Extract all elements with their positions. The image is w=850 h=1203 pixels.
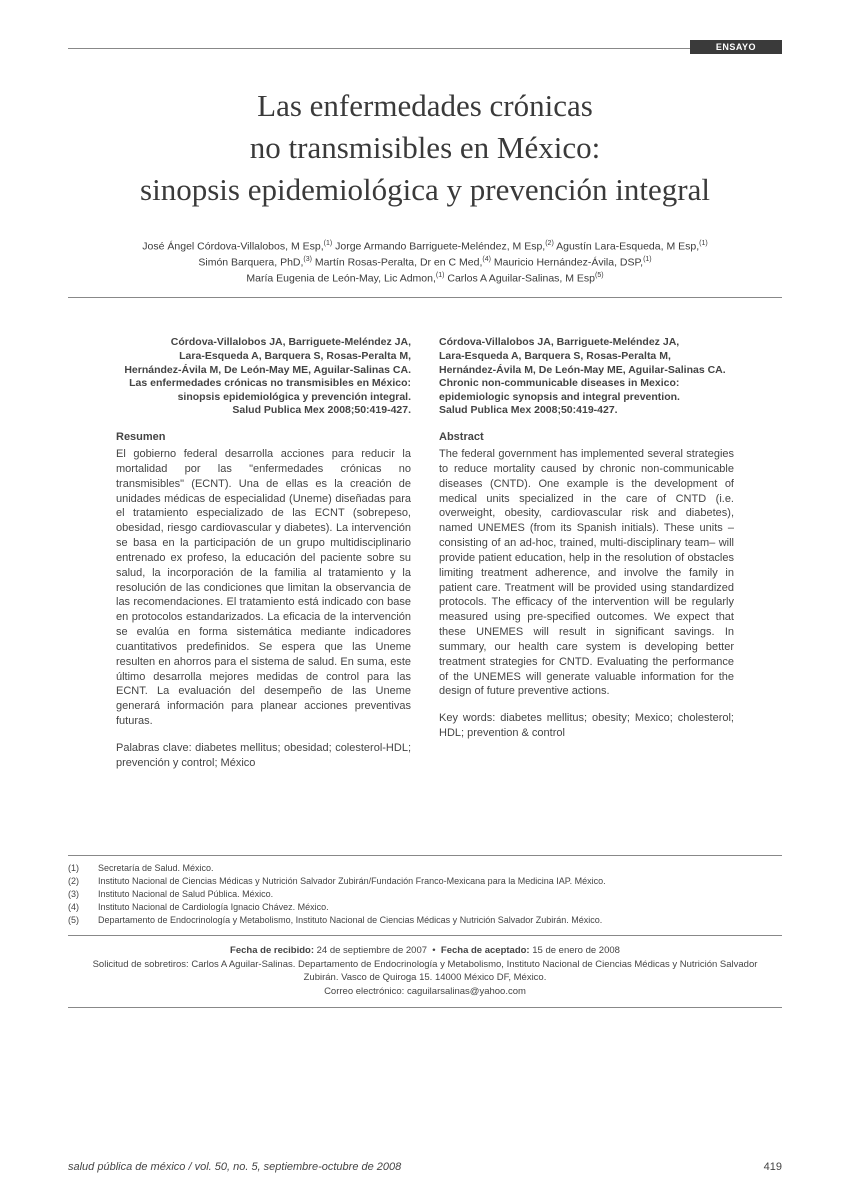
email-line: Correo electrónico: caguilarsalinas@yaho… <box>78 985 772 999</box>
affiliation-number: (3) <box>68 888 98 901</box>
abstract-columns: Córdova-Villalobos JA, Barriguete-Melénd… <box>116 336 734 770</box>
aceptado-value: 15 de enero de 2008 <box>532 945 620 956</box>
title-line-2: no transmisibles en México: <box>68 127 782 169</box>
authors-list: José Ángel Córdova-Villalobos, M Esp,(1)… <box>68 239 782 288</box>
abstract-column: Córdova-Villalobos JA, Barriguete-Melénd… <box>439 336 734 770</box>
affiliation-text: Departamento de Endocrinología y Metabol… <box>98 914 602 927</box>
affiliation-number: (4) <box>68 901 98 914</box>
dates-block: Fecha de recibido: 24 de septiembre de 2… <box>68 935 782 1008</box>
affiliation-text: Instituto Nacional de Cardiología Ignaci… <box>98 901 329 914</box>
affiliations-block: (1)Secretaría de Salud. México.(2)Instit… <box>68 855 782 927</box>
mid-rule <box>68 297 782 298</box>
category-badge: ENSAYO <box>690 40 782 54</box>
abstract-heading: Abstract <box>439 430 734 445</box>
dates-line: Fecha de recibido: 24 de septiembre de 2… <box>78 944 772 958</box>
title-line-1: Las enfermedades crónicas <box>68 85 782 127</box>
top-rule <box>68 48 782 49</box>
abstract-body: The federal government has implemented s… <box>439 447 734 699</box>
resumen-column: Córdova-Villalobos JA, Barriguete-Melénd… <box>116 336 411 770</box>
citation-spanish: Córdova-Villalobos JA, Barriguete-Melénd… <box>116 336 411 418</box>
affiliation-text: Instituto Nacional de Ciencias Médicas y… <box>98 875 606 888</box>
affiliation-row: (5)Departamento de Endocrinología y Meta… <box>68 914 782 927</box>
affiliation-row: (2)Instituto Nacional de Ciencias Médica… <box>68 875 782 888</box>
resumen-keywords: Palabras clave: diabetes mellitus; obesi… <box>116 741 411 771</box>
affiliation-text: Secretaría de Salud. México. <box>98 862 214 875</box>
affiliation-text: Instituto Nacional de Salud Pública. Méx… <box>98 888 273 901</box>
reprint-line: Solicitud de sobretiros: Carlos A Aguila… <box>78 958 772 986</box>
aceptado-label: Fecha de aceptado: <box>441 945 530 956</box>
affiliation-number: (1) <box>68 862 98 875</box>
recibido-label: Fecha de recibido: <box>230 945 314 956</box>
resumen-body: El gobierno federal desarrolla acciones … <box>116 447 411 729</box>
abstract-keywords: Key words: diabetes mellitus; obesity; M… <box>439 711 734 741</box>
recibido-value: 24 de septiembre de 2007 <box>317 945 427 956</box>
citation-english: Córdova-Villalobos JA, Barriguete-Melénd… <box>439 336 734 418</box>
affiliation-number: (5) <box>68 914 98 927</box>
article-title: Las enfermedades crónicas no transmisibl… <box>68 85 782 211</box>
title-line-3: sinopsis epidemiológica y prevención int… <box>68 169 782 211</box>
footer-page-number: 419 <box>764 1161 782 1173</box>
email-value: caguilarsalinas@yahoo.com <box>407 986 526 997</box>
page-footer: salud pública de méxico / vol. 50, no. 5… <box>68 1161 782 1173</box>
affiliation-row: (1)Secretaría de Salud. México. <box>68 862 782 875</box>
affiliation-row: (4)Instituto Nacional de Cardiología Ign… <box>68 901 782 914</box>
affiliation-number: (2) <box>68 875 98 888</box>
affiliations-rule <box>68 855 782 856</box>
footer-journal: salud pública de méxico / vol. 50, no. 5… <box>68 1161 401 1173</box>
email-label: Correo electrónico: <box>324 986 404 997</box>
resumen-heading: Resumen <box>116 430 411 445</box>
affiliation-row: (3)Instituto Nacional de Salud Pública. … <box>68 888 782 901</box>
